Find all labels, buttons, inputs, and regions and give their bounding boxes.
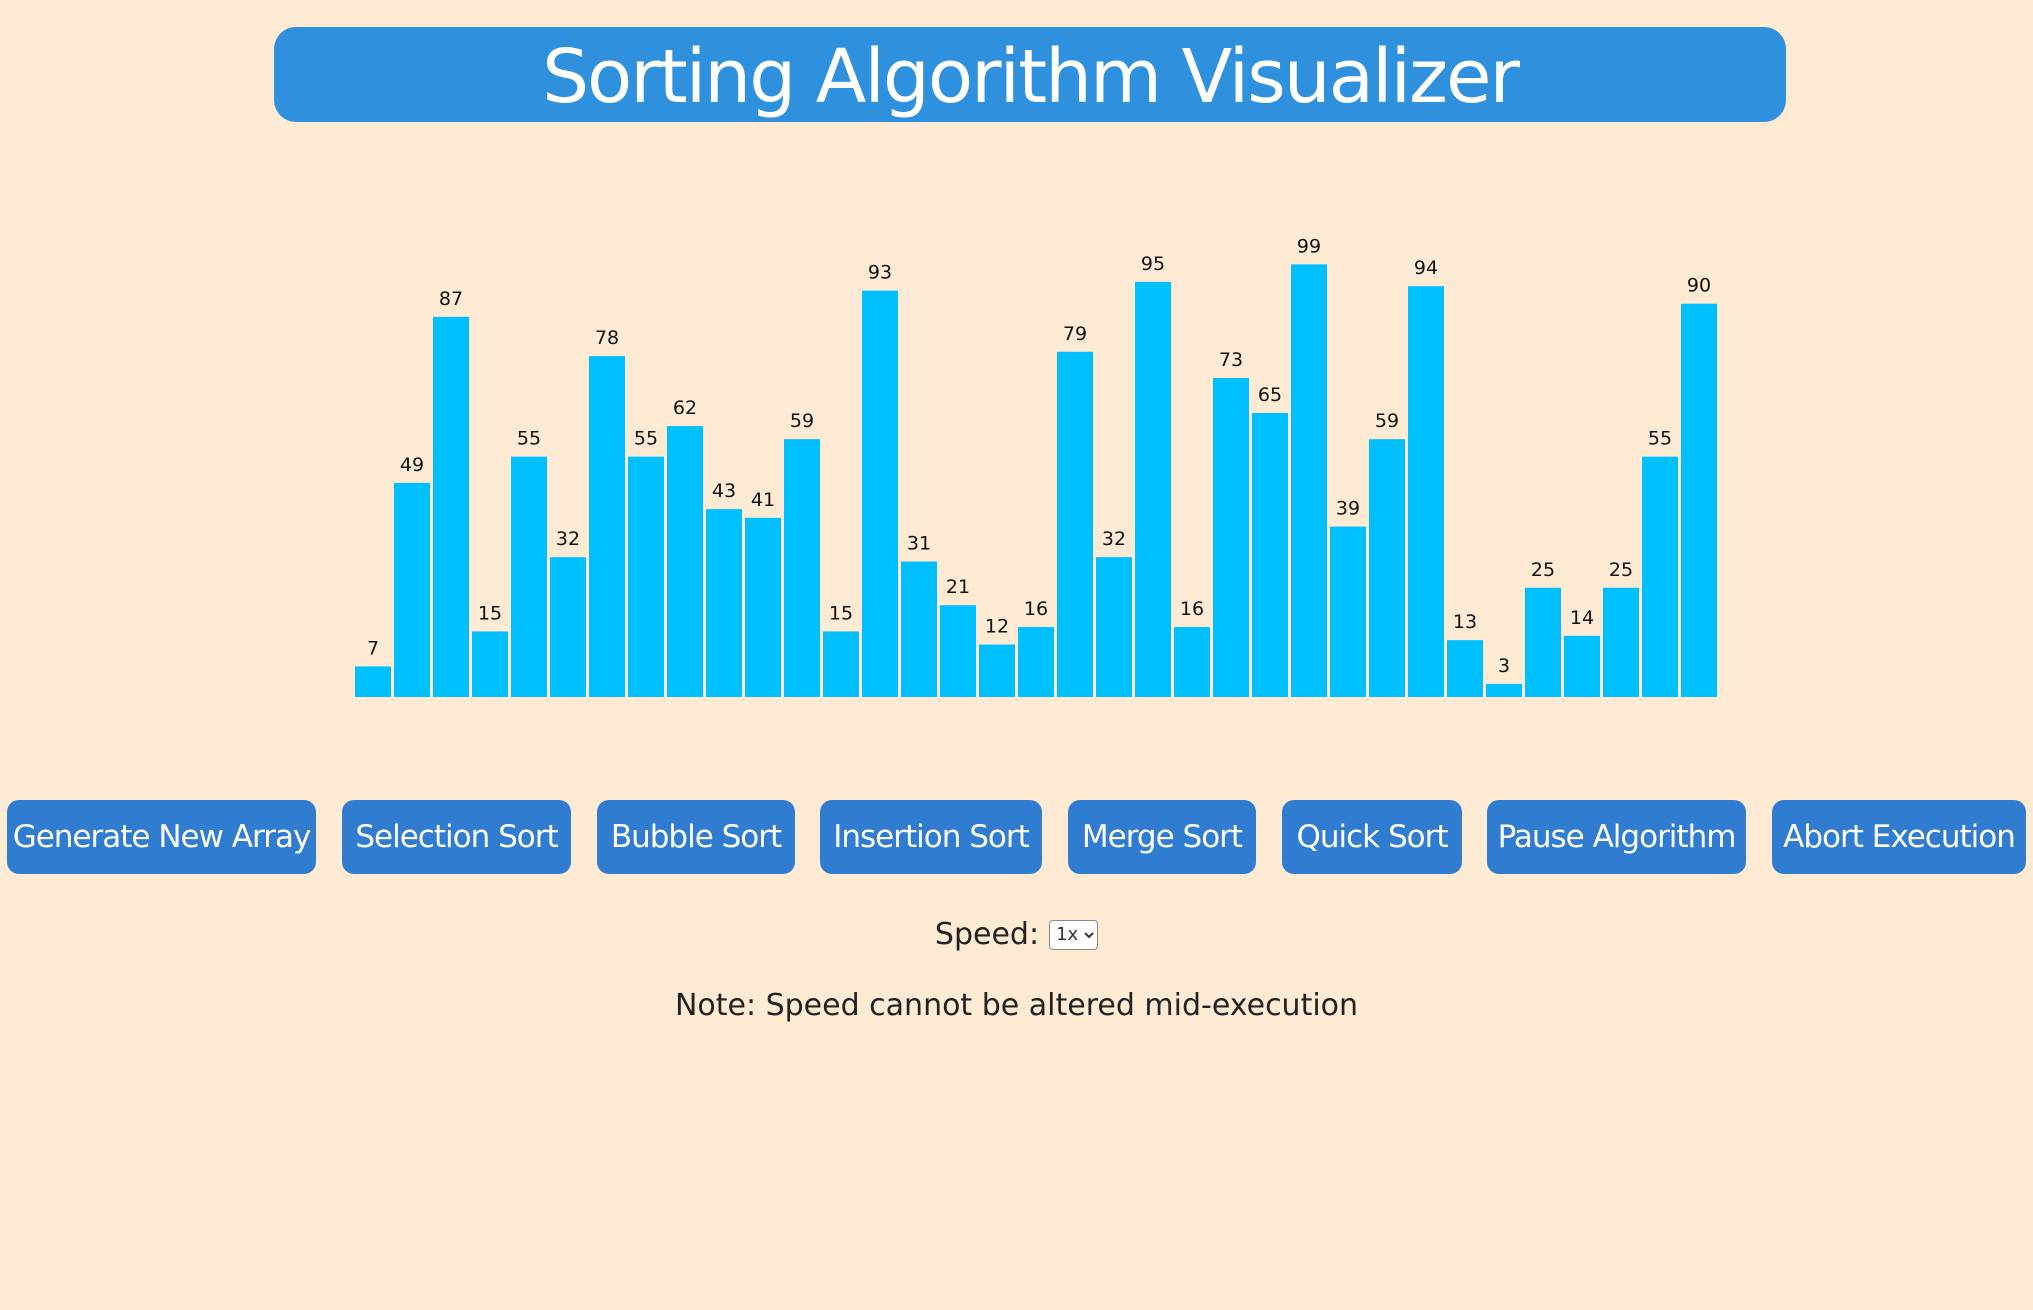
bar-chart-svg: 7 49 87 15 55 32 78 55 62 43 41 59 15 93 31 21 12 16 79 32 9… bbox=[355, 235, 1717, 697]
bar-label-9: 62 bbox=[673, 397, 697, 419]
bar-3 bbox=[433, 316, 469, 697]
bar-33 bbox=[1603, 587, 1639, 697]
bar-8 bbox=[628, 456, 664, 697]
bar-label-1: 7 bbox=[367, 637, 379, 659]
bar-label-13: 15 bbox=[829, 602, 853, 624]
bar-11 bbox=[745, 517, 781, 697]
bar-31 bbox=[1525, 587, 1561, 697]
quick-sort-button[interactable]: Quick Sort bbox=[1282, 800, 1462, 874]
bar-30 bbox=[1486, 683, 1522, 697]
bar-29 bbox=[1447, 640, 1483, 697]
bar-23 bbox=[1213, 377, 1249, 697]
bar-2 bbox=[394, 482, 430, 697]
bar-6 bbox=[550, 557, 586, 697]
bar-label-27: 59 bbox=[1375, 410, 1399, 432]
bar-15 bbox=[901, 561, 937, 697]
generate-new-array-button[interactable]: Generate New Array bbox=[7, 800, 316, 874]
bubble-sort-button[interactable]: Bubble Sort bbox=[597, 800, 795, 874]
bar-label-19: 79 bbox=[1063, 323, 1087, 345]
bar-label-28: 94 bbox=[1414, 257, 1438, 279]
bar-19 bbox=[1057, 351, 1093, 697]
bar-chart: 7 49 87 15 55 32 78 55 62 43 41 59 15 93 31 21 12 16 79 32 9… bbox=[0, 200, 2033, 720]
bar-9 bbox=[667, 426, 703, 697]
bar-label-8: 55 bbox=[634, 428, 658, 450]
pause-algorithm-button[interactable]: Pause Algorithm bbox=[1487, 800, 1746, 874]
bar-label-25: 99 bbox=[1297, 235, 1321, 257]
bar-label-22: 16 bbox=[1180, 598, 1204, 620]
bar-label-23: 73 bbox=[1219, 349, 1243, 371]
bar-label-7: 78 bbox=[595, 327, 619, 349]
bar-label-18: 16 bbox=[1024, 598, 1048, 620]
bar-26 bbox=[1330, 526, 1366, 697]
bar-21 bbox=[1135, 281, 1171, 697]
bar-1 bbox=[355, 666, 391, 697]
bar-17 bbox=[979, 644, 1015, 697]
bar-label-33: 25 bbox=[1609, 559, 1633, 581]
bar-22 bbox=[1174, 627, 1210, 697]
bar-label-32: 14 bbox=[1570, 607, 1594, 629]
bar-label-6: 32 bbox=[556, 528, 580, 550]
bar-label-26: 39 bbox=[1336, 498, 1360, 520]
bar-label-30: 3 bbox=[1498, 655, 1510, 677]
selection-sort-button[interactable]: Selection Sort bbox=[342, 800, 571, 874]
merge-sort-button[interactable]: Merge Sort bbox=[1068, 800, 1256, 874]
bar-12 bbox=[784, 439, 820, 697]
bar-13 bbox=[823, 631, 859, 697]
bar-10 bbox=[706, 509, 742, 697]
bar-label-12: 59 bbox=[790, 410, 814, 432]
bar-label-15: 31 bbox=[907, 533, 931, 555]
bar-label-11: 41 bbox=[751, 489, 775, 511]
speed-note: Note: Speed cannot be altered mid-execut… bbox=[674, 988, 1359, 1023]
bar-label-10: 43 bbox=[712, 480, 736, 502]
bar-20 bbox=[1096, 557, 1132, 697]
bar-28 bbox=[1408, 286, 1444, 697]
bar-16 bbox=[940, 605, 976, 697]
bar-label-16: 21 bbox=[946, 576, 970, 598]
abort-execution-button[interactable]: Abort Execution bbox=[1772, 800, 2026, 874]
bar-25 bbox=[1291, 264, 1327, 697]
bar-label-31: 25 bbox=[1531, 559, 1555, 581]
bar-label-14: 93 bbox=[868, 262, 892, 284]
bar-5 bbox=[511, 456, 547, 697]
bar-label-24: 65 bbox=[1258, 384, 1282, 406]
bar-7 bbox=[589, 356, 625, 697]
bar-35 bbox=[1681, 303, 1717, 697]
bar-18 bbox=[1018, 627, 1054, 697]
bar-label-35: 90 bbox=[1687, 275, 1711, 297]
bar-4 bbox=[472, 631, 508, 697]
bar-label-3: 87 bbox=[439, 288, 463, 310]
bar-label-34: 55 bbox=[1648, 428, 1672, 450]
bar-34 bbox=[1642, 456, 1678, 697]
bar-label-5: 55 bbox=[517, 428, 541, 450]
bar-label-20: 32 bbox=[1102, 528, 1126, 550]
page-title: Sorting Algorithm Visualizer bbox=[542, 33, 1520, 120]
bar-14 bbox=[862, 290, 898, 697]
insertion-sort-button[interactable]: Insertion Sort bbox=[820, 800, 1042, 874]
bar-label-29: 13 bbox=[1453, 611, 1477, 633]
bar-24 bbox=[1252, 412, 1288, 697]
bar-32 bbox=[1564, 635, 1600, 697]
title-banner: Sorting Algorithm Visualizer bbox=[274, 27, 1786, 122]
bar-27 bbox=[1369, 439, 1405, 697]
speed-label: Speed: bbox=[934, 917, 1040, 952]
speed-control: Speed: 1x bbox=[0, 917, 2033, 952]
bar-label-4: 15 bbox=[478, 602, 502, 624]
bar-label-21: 95 bbox=[1141, 253, 1165, 275]
control-buttons: Generate New Array Selection Sort Bubble… bbox=[0, 800, 2033, 874]
speed-select[interactable]: 1x bbox=[1049, 919, 1099, 950]
bar-label-17: 12 bbox=[985, 616, 1009, 638]
bar-label-2: 49 bbox=[400, 454, 424, 476]
